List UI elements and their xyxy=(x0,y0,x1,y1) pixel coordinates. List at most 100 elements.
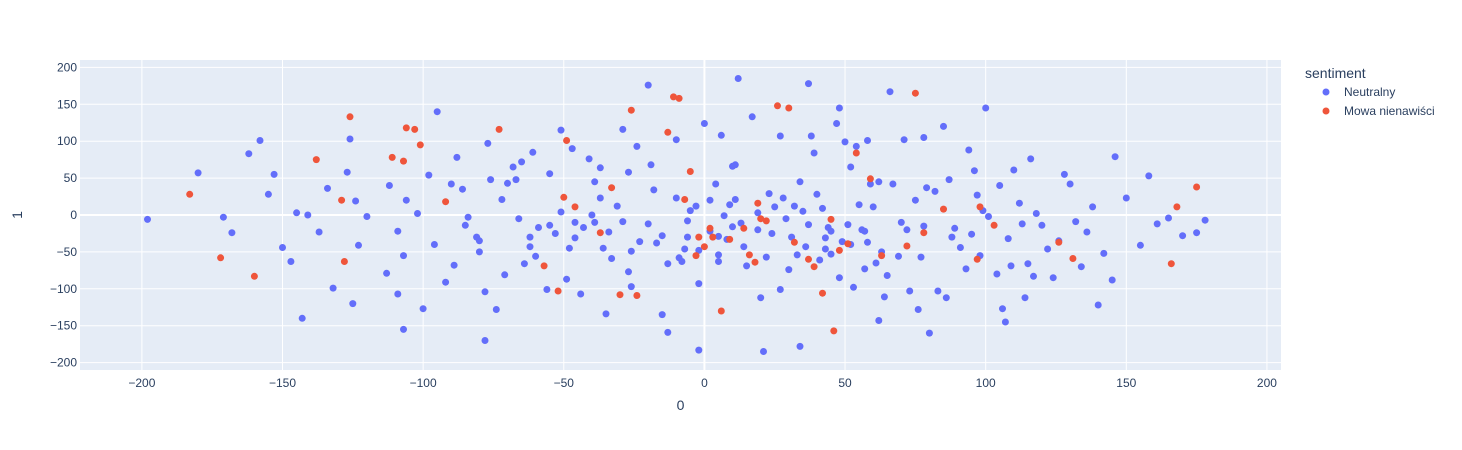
data-point[interactable] xyxy=(498,196,506,203)
data-point[interactable] xyxy=(670,93,677,101)
data-point[interactable] xyxy=(512,176,520,184)
data-point[interactable] xyxy=(402,124,410,132)
data-point[interactable] xyxy=(546,170,554,178)
data-point[interactable] xyxy=(650,186,658,194)
data-point[interactable] xyxy=(270,170,278,178)
data-point[interactable] xyxy=(219,213,227,221)
data-point[interactable] xyxy=(343,168,351,176)
data-point[interactable] xyxy=(571,234,579,242)
data-point[interactable] xyxy=(883,272,891,279)
data-point[interactable] xyxy=(695,246,703,254)
data-point[interactable] xyxy=(751,258,759,266)
data-point[interactable] xyxy=(400,157,407,165)
data-point[interactable] xyxy=(217,254,225,262)
data-point[interactable] xyxy=(580,224,587,231)
data-point[interactable] xyxy=(745,251,753,259)
data-point[interactable] xyxy=(715,251,722,259)
data-point[interactable] xyxy=(293,209,301,217)
data-point[interactable] xyxy=(886,88,894,96)
data-point[interactable] xyxy=(754,209,762,217)
data-point[interactable] xyxy=(906,287,914,295)
data-point[interactable] xyxy=(790,202,798,210)
data-point[interactable] xyxy=(588,211,596,219)
data-point[interactable] xyxy=(1010,166,1018,174)
data-point[interactable] xyxy=(869,203,877,211)
data-point[interactable] xyxy=(447,180,455,188)
data-point[interactable] xyxy=(250,272,258,280)
data-point[interactable] xyxy=(388,153,396,161)
data-point[interactable] xyxy=(712,180,720,188)
data-point[interactable] xyxy=(430,241,438,248)
data-point[interactable] xyxy=(861,227,869,235)
data-point[interactable] xyxy=(518,158,526,166)
data-point[interactable] xyxy=(346,113,354,121)
data-point[interactable] xyxy=(481,288,489,296)
data-point[interactable] xyxy=(464,213,472,221)
data-point[interactable] xyxy=(349,300,357,308)
data-point[interactable] xyxy=(765,190,773,198)
data-point[interactable] xyxy=(948,233,956,241)
data-point[interactable] xyxy=(740,224,748,232)
data-point[interactable] xyxy=(985,213,992,220)
data-point[interactable] xyxy=(1044,245,1052,253)
data-point[interactable] xyxy=(608,255,616,262)
data-point[interactable] xyxy=(1027,155,1035,163)
data-point[interactable] xyxy=(844,221,852,229)
data-point[interactable] xyxy=(551,230,559,237)
data-point[interactable] xyxy=(596,164,604,172)
data-point[interactable] xyxy=(394,227,402,235)
data-point[interactable] xyxy=(920,229,928,237)
data-point[interactable] xyxy=(754,226,762,234)
data-point[interactable] xyxy=(672,136,680,144)
data-point[interactable] xyxy=(563,275,571,283)
data-point[interactable] xyxy=(1100,249,1108,257)
data-point[interactable] xyxy=(1201,216,1209,224)
data-point[interactable] xyxy=(726,235,734,243)
data-point[interactable] xyxy=(720,212,728,220)
data-point[interactable] xyxy=(776,286,784,293)
data-point[interactable] xyxy=(695,280,703,288)
data-point[interactable] xyxy=(228,229,236,237)
data-point[interactable] xyxy=(287,258,295,265)
data-point[interactable] xyxy=(627,283,635,291)
data-point[interactable] xyxy=(866,180,874,188)
data-point[interactable] xyxy=(459,185,466,193)
data-point[interactable] xyxy=(903,242,911,250)
data-point[interactable] xyxy=(731,161,739,169)
data-point[interactable] xyxy=(416,141,424,149)
data-point[interactable] xyxy=(425,171,433,179)
data-point[interactable] xyxy=(686,207,694,215)
data-point[interactable] xyxy=(312,156,320,164)
data-point[interactable] xyxy=(636,238,644,246)
data-point[interactable] xyxy=(951,224,959,232)
data-point[interactable] xyxy=(678,258,686,265)
data-point[interactable] xyxy=(627,106,635,114)
data-point[interactable] xyxy=(352,197,360,205)
data-point[interactable] xyxy=(509,163,517,171)
data-point[interactable] xyxy=(970,167,978,175)
data-point[interactable] xyxy=(1021,294,1029,302)
data-point[interactable] xyxy=(1153,220,1161,228)
data-point[interactable] xyxy=(911,196,919,204)
legend-item[interactable]: Neutralny xyxy=(1322,85,1396,99)
data-point[interactable] xyxy=(596,229,604,237)
data-point[interactable] xyxy=(625,168,632,176)
data-point[interactable] xyxy=(790,238,798,246)
data-point[interactable] xyxy=(596,194,604,202)
data-point[interactable] xyxy=(807,132,815,140)
data-point[interactable] xyxy=(706,224,714,232)
data-point[interactable] xyxy=(1077,263,1085,271)
data-point[interactable] xyxy=(717,131,725,139)
data-point[interactable] xyxy=(540,262,548,270)
data-point[interactable] xyxy=(1060,170,1068,178)
data-point[interactable] xyxy=(402,196,410,204)
data-point[interactable] xyxy=(1007,262,1015,270)
data-point[interactable] xyxy=(546,221,554,229)
data-point[interactable] xyxy=(965,146,973,154)
data-point[interactable] xyxy=(329,284,337,292)
data-point[interactable] xyxy=(1038,221,1046,229)
data-point[interactable] xyxy=(1193,183,1201,191)
data-point[interactable] xyxy=(658,311,666,319)
data-point[interactable] xyxy=(565,244,573,252)
data-point[interactable] xyxy=(805,80,812,88)
